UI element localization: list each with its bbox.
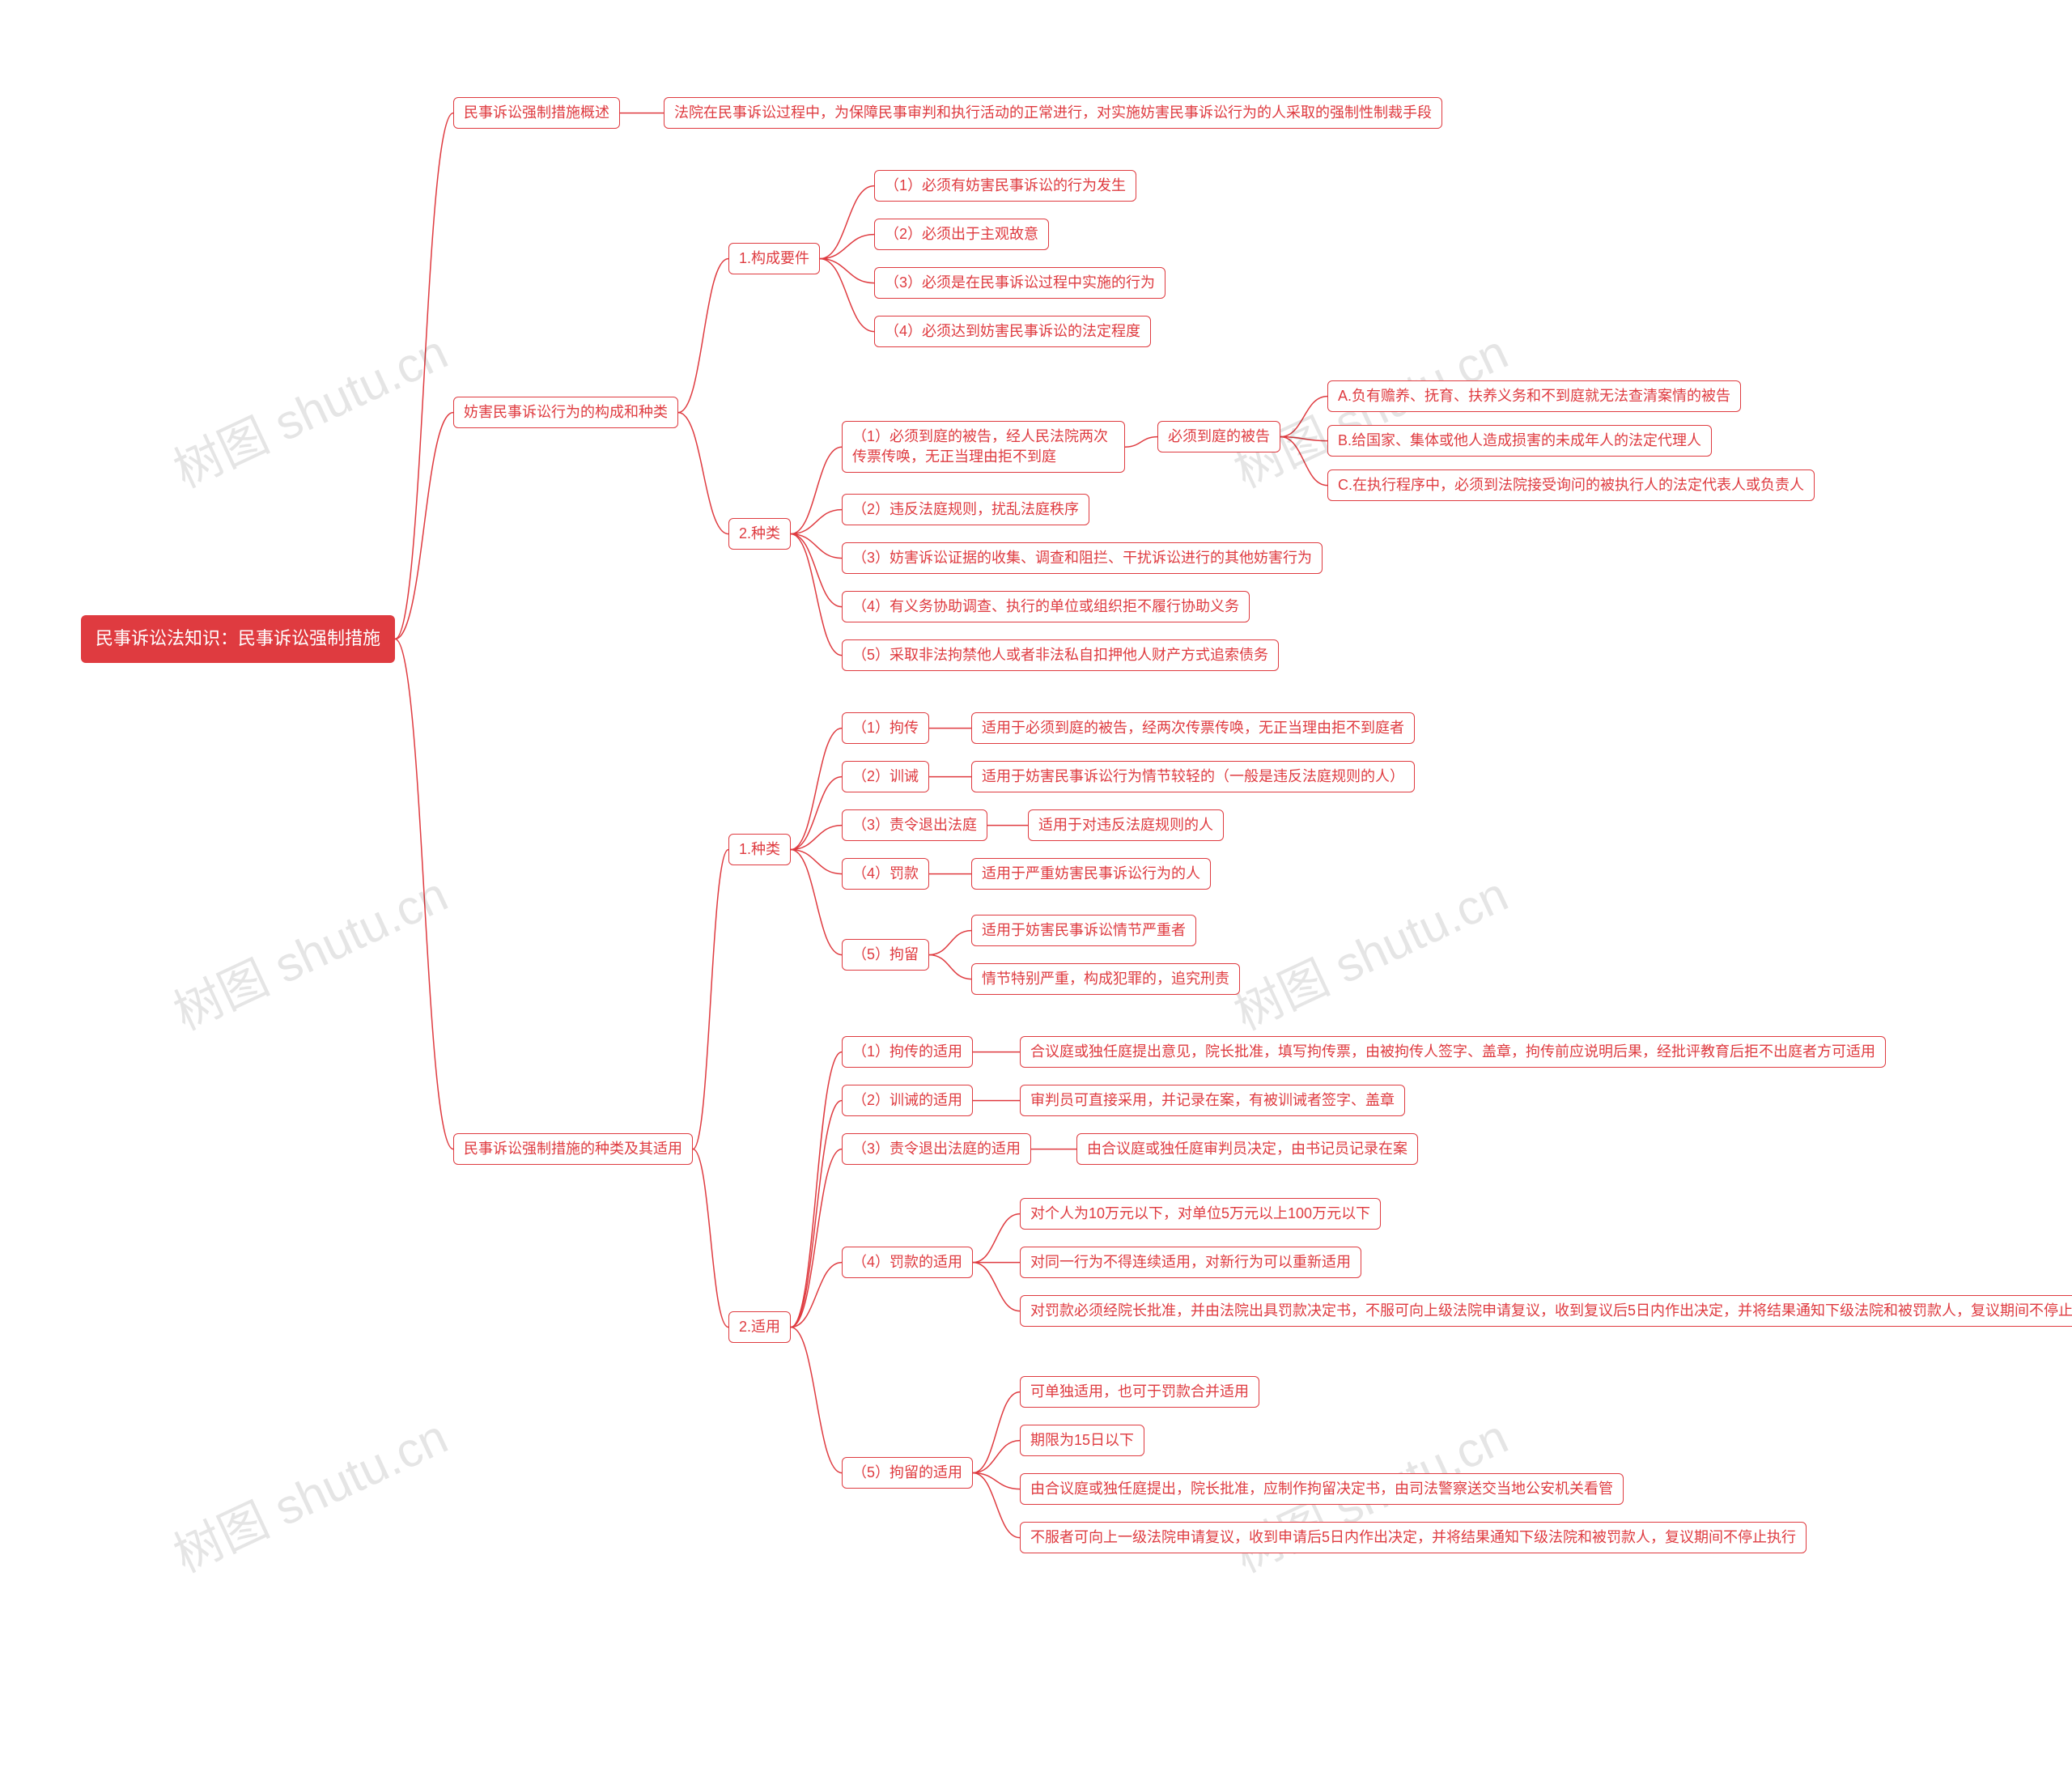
node-b2s2c1: （1）必须到庭的被告，经人民法院两次传票传唤，无正当理由拒不到庭	[842, 421, 1125, 473]
node-b2s2: 2.种类	[728, 518, 791, 550]
node-b3s1c4: （4）罚款	[842, 858, 929, 890]
root-node: 民事诉讼法知识：民事诉讼强制措施	[81, 615, 395, 663]
node-b2s2c2: （2）违反法庭规则，扰乱法庭秩序	[842, 494, 1089, 525]
node-b2s2c1a3: C.在执行程序中，必须到法院接受询问的被执行人的法定代表人或负责人	[1327, 469, 1815, 501]
node-b2s2c1a1: A.负有赡养、抚育、扶养义务和不到庭就无法查清案情的被告	[1327, 380, 1741, 412]
node-b1c1: 法院在民事诉讼过程中，为保障民事审判和执行活动的正常进行，对实施妨害民事诉讼行为…	[664, 97, 1442, 129]
node-b3s1c2a: 适用于妨害民事诉讼行为情节较轻的（一般是违反法庭规则的人）	[971, 761, 1415, 792]
node-b3s2c3a: 由合议庭或独任庭审判员决定，由书记员记录在案	[1076, 1133, 1418, 1165]
node-b2s1: 1.构成要件	[728, 243, 820, 274]
node-b3s2c4a: 对个人为10万元以下，对单位5万元以上100万元以下	[1020, 1198, 1381, 1230]
node-b3s2c1: （1）拘传的适用	[842, 1036, 973, 1068]
node-b3s2: 2.适用	[728, 1311, 791, 1343]
node-b3: 民事诉讼强制措施的种类及其适用	[453, 1133, 693, 1165]
node-b3s2c4b: 对同一行为不得连续适用，对新行为可以重新适用	[1020, 1247, 1361, 1278]
node-b3s2c5d: 不服者可向上一级法院申请复议，收到申请后5日内作出决定，并将结果通知下级法院和被…	[1020, 1522, 1807, 1553]
node-b3s2c1a: 合议庭或独任庭提出意见，院长批准，填写拘传票，由被拘传人签字、盖章，拘传前应说明…	[1020, 1036, 1886, 1068]
node-b2s2c3: （3）妨害诉讼证据的收集、调查和阻拦、干扰诉讼进行的其他妨害行为	[842, 542, 1323, 574]
watermark: 树图 shutu.cn	[1221, 856, 1518, 1043]
node-b3s1c2: （2）训诫	[842, 761, 929, 792]
node-b3s1c3a: 适用于对违反法庭规则的人	[1028, 809, 1224, 841]
node-b2s2c1a: 必须到庭的被告	[1157, 421, 1280, 452]
mindmap-canvas: 树图 shutu.cn 树图 shutu.cn 树图 shutu.cn 树图 shut…	[0, 0, 2072, 1780]
node-b3s1c5: （5）拘留	[842, 939, 929, 971]
node-b2s2c1a2: B.给国家、集体或他人造成损害的未成年人的法定代理人	[1327, 425, 1712, 457]
node-b1: 民事诉讼强制措施概述	[453, 97, 620, 129]
node-b3s1c3: （3）责令退出法庭	[842, 809, 987, 841]
node-b2s1c1: （1）必须有妨害民事诉讼的行为发生	[874, 170, 1136, 202]
node-b3s1c5a: 适用于妨害民事诉讼情节严重者	[971, 915, 1196, 946]
node-b2s2c5: （5）采取非法拘禁他人或者非法私自扣押他人财产方式追索债务	[842, 639, 1279, 671]
node-b3s1: 1.种类	[728, 834, 791, 865]
node-b3s1c5b: 情节特别严重，构成犯罪的，追究刑责	[971, 963, 1240, 995]
watermark: 树图 shutu.cn	[161, 1398, 457, 1586]
node-b3s2c5: （5）拘留的适用	[842, 1457, 973, 1489]
node-b3s2c5b: 期限为15日以下	[1020, 1425, 1144, 1456]
node-b3s2c2: （2）训诫的适用	[842, 1085, 973, 1116]
node-b2s1c3: （3）必须是在民事诉讼过程中实施的行为	[874, 267, 1166, 299]
watermark: 树图 shutu.cn	[161, 856, 457, 1043]
node-b2s1c4: （4）必须达到妨害民事诉讼的法定程度	[874, 316, 1151, 347]
node-b3s1c1: （1）拘传	[842, 712, 929, 744]
node-b3s2c4c: 对罚款必须经院长批准，并由法院出具罚款决定书，不服可向上级法院申请复议，收到复议…	[1020, 1295, 2072, 1327]
node-b3s2c4: （4）罚款的适用	[842, 1247, 973, 1278]
node-b3s2c5c: 由合议庭或独任庭提出，院长批准，应制作拘留决定书，由司法警察送交当地公安机关看管	[1020, 1473, 1624, 1505]
node-b2s2c4: （4）有义务协助调查、执行的单位或组织拒不履行协助义务	[842, 591, 1250, 622]
node-b3s1c4a: 适用于严重妨害民事诉讼行为的人	[971, 858, 1211, 890]
node-b2: 妨害民事诉讼行为的构成和种类	[453, 397, 678, 428]
node-b3s2c2a: 审判员可直接采用，并记录在案，有被训诫者签字、盖章	[1020, 1085, 1405, 1116]
node-b2s1c2: （2）必须出于主观故意	[874, 219, 1049, 250]
node-b3s2c5a: 可单独适用，也可于罚款合并适用	[1020, 1376, 1259, 1408]
watermark: 树图 shutu.cn	[161, 313, 457, 501]
node-b3s2c3: （3）责令退出法庭的适用	[842, 1133, 1031, 1165]
node-b3s1c1a: 适用于必须到庭的被告，经两次传票传唤，无正当理由拒不到庭者	[971, 712, 1415, 744]
